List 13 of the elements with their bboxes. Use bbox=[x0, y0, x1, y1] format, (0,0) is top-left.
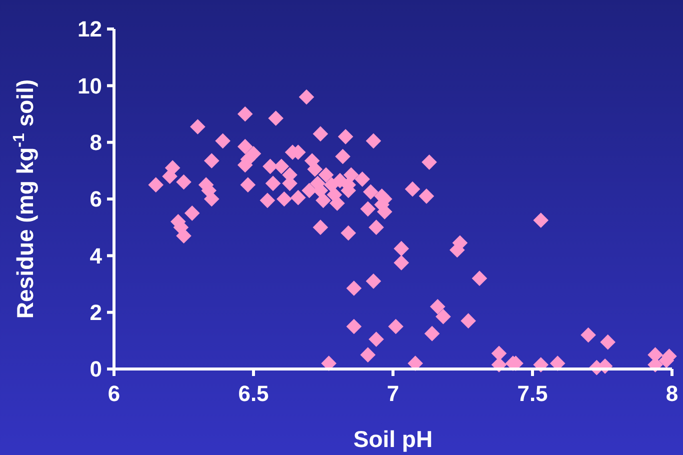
x-tick-label: 8 bbox=[666, 381, 678, 406]
y-tick-label: 0 bbox=[90, 356, 102, 382]
x-tick-label: 7 bbox=[386, 381, 400, 406]
x-tick-label: 6.5 bbox=[238, 381, 269, 406]
y-tick-label: 8 bbox=[90, 130, 102, 156]
x-axis-title: Soil pH bbox=[353, 426, 433, 452]
x-tick-label: 7.5 bbox=[517, 381, 548, 406]
y-tick-label: 6 bbox=[90, 186, 102, 212]
y-tick-label: 10 bbox=[78, 73, 102, 98]
y-tick-label: 12 bbox=[78, 16, 102, 42]
y-tick-label: 4 bbox=[90, 243, 103, 268]
y-tick-label: 2 bbox=[90, 300, 102, 326]
x-tick-label: 6 bbox=[108, 381, 120, 406]
